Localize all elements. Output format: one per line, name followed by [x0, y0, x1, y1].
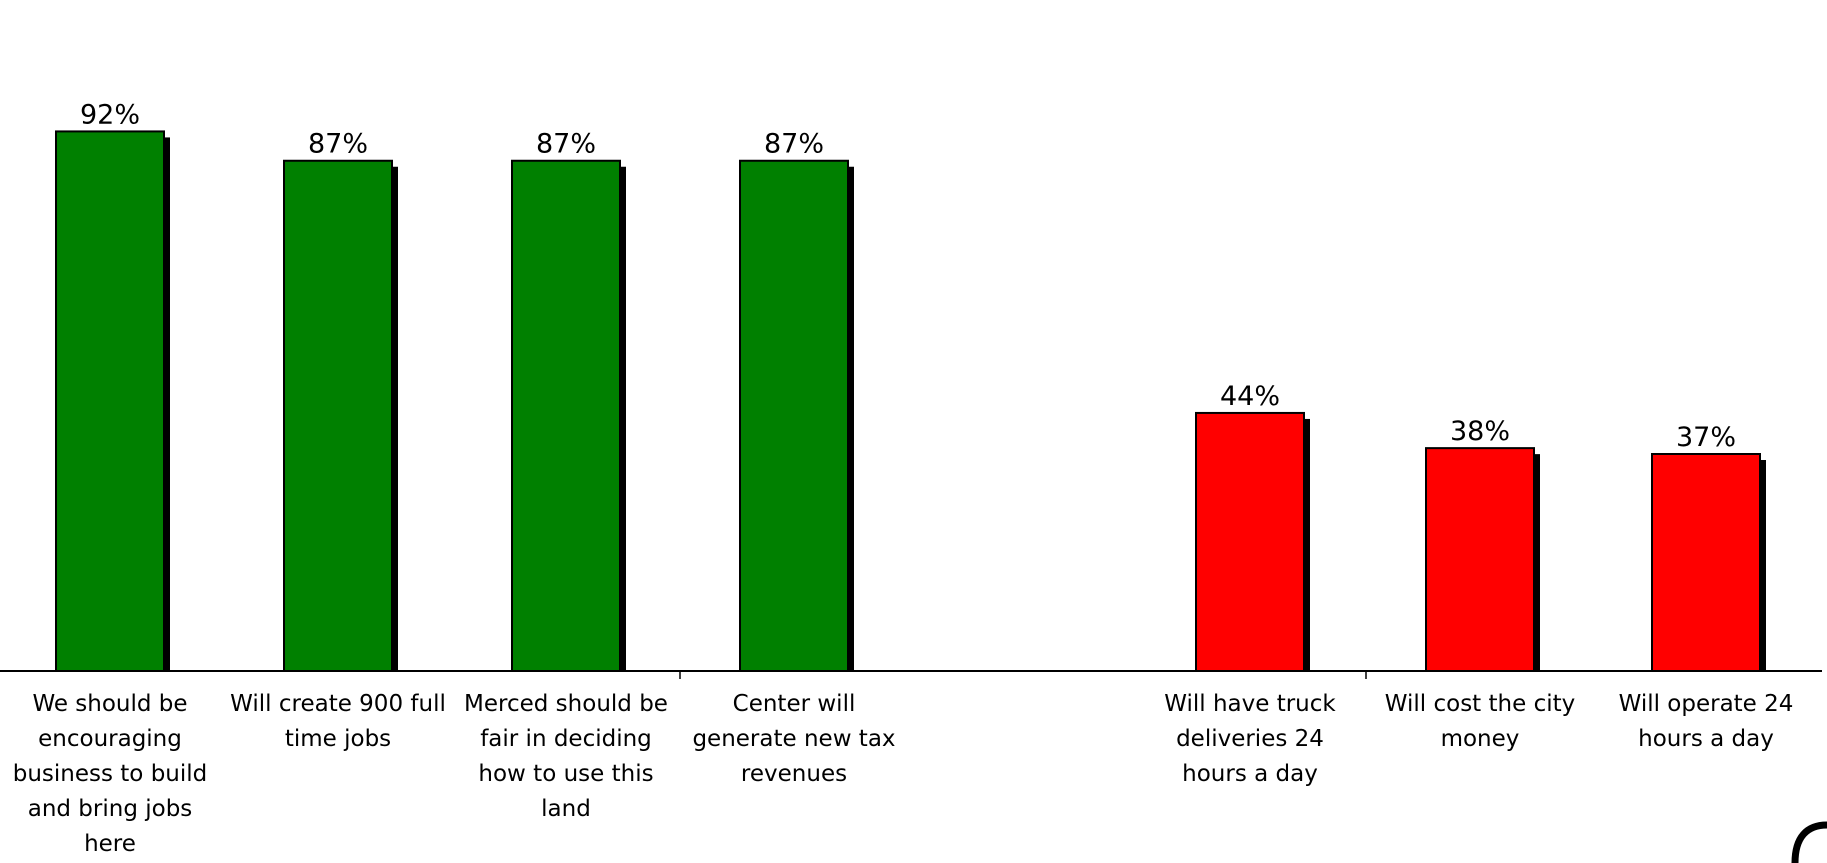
bar [1651, 452, 1761, 672]
category-label-line: revenues [741, 761, 847, 787]
bar-value-label: 38% [1450, 416, 1510, 447]
category-label: Center will generate new tax revenues [692, 691, 895, 787]
bar-value-label: 92% [80, 99, 140, 130]
bar [55, 130, 165, 673]
category-label-line: Will have truck [1164, 691, 1336, 717]
category-label-line: generate new tax [692, 726, 895, 752]
category-label-line: here [84, 831, 136, 857]
bar-value-label: 37% [1676, 422, 1736, 453]
logo-icon [1767, 819, 1827, 863]
category-label: Merced should be fair in deciding how to u… [464, 691, 668, 822]
bar-value-label: 44% [1220, 381, 1280, 412]
category-label-line: how to use this [478, 761, 653, 787]
category-label-line: hours a day [1182, 761, 1318, 787]
bars-layer [55, 130, 1766, 673]
category-label-line: fair in deciding [480, 726, 652, 752]
category-label: Will create 900 full time jobs [230, 691, 446, 752]
category-label-line: Merced should be [464, 691, 668, 717]
category-label-line: Will create 900 full [230, 691, 446, 717]
category-label: We should be encouraging business to build… [13, 691, 208, 857]
category-label-line: encouraging [38, 726, 182, 752]
bar [739, 159, 849, 672]
category-label-line: We should be [32, 691, 187, 717]
category-label-line: and bring jobs [28, 796, 193, 822]
category-label-line: business to build [13, 761, 208, 787]
category-label-line: Center will [733, 691, 856, 717]
category-label-line: money [1441, 726, 1520, 752]
category-label: Will operate 24 hours a day [1619, 691, 1794, 752]
bar [1195, 411, 1305, 672]
bar-value-label: 87% [308, 129, 368, 160]
category-label-line: deliveries 24 [1176, 726, 1324, 752]
bar-value-label: 87% [764, 129, 824, 160]
category-label: Will have truck deliveries 24 hours a day [1164, 691, 1336, 787]
category-label-line: Will operate 24 [1619, 691, 1794, 717]
bar-value-label: 87% [536, 129, 596, 160]
bar [1425, 447, 1535, 672]
category-label-line: time jobs [285, 726, 391, 752]
bar [283, 159, 393, 672]
labels-layer: 92% We should be encouraging business to bu… [13, 99, 1794, 857]
category-label: Will cost the city money [1385, 691, 1575, 752]
bar [511, 159, 621, 672]
category-label-line: land [541, 796, 591, 822]
category-label-line: hours a day [1638, 726, 1774, 752]
category-label-line: Will cost the city [1385, 691, 1575, 717]
